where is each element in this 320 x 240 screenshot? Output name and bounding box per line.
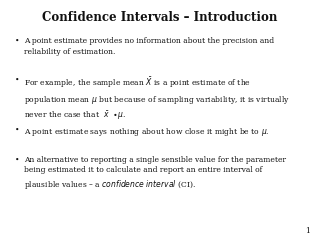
Text: •: • [15, 126, 20, 134]
Text: For example, the sample mean $\bar{X}$ is a point estimate of the
population mea: For example, the sample mean $\bar{X}$ i… [24, 76, 290, 122]
Text: 1: 1 [306, 227, 310, 235]
Text: •: • [15, 156, 20, 164]
Text: •: • [15, 37, 20, 45]
Text: Confidence Intervals – Introduction: Confidence Intervals – Introduction [42, 11, 278, 24]
Text: A point estimate provides no information about the precision and
reliability of : A point estimate provides no information… [24, 37, 274, 56]
Text: An alternative to reporting a single sensible value for the parameter
being esti: An alternative to reporting a single sen… [24, 156, 286, 191]
Text: •: • [15, 76, 20, 84]
Text: A point estimate says nothing about how close it might be to $\mu$.: A point estimate says nothing about how … [24, 126, 269, 138]
